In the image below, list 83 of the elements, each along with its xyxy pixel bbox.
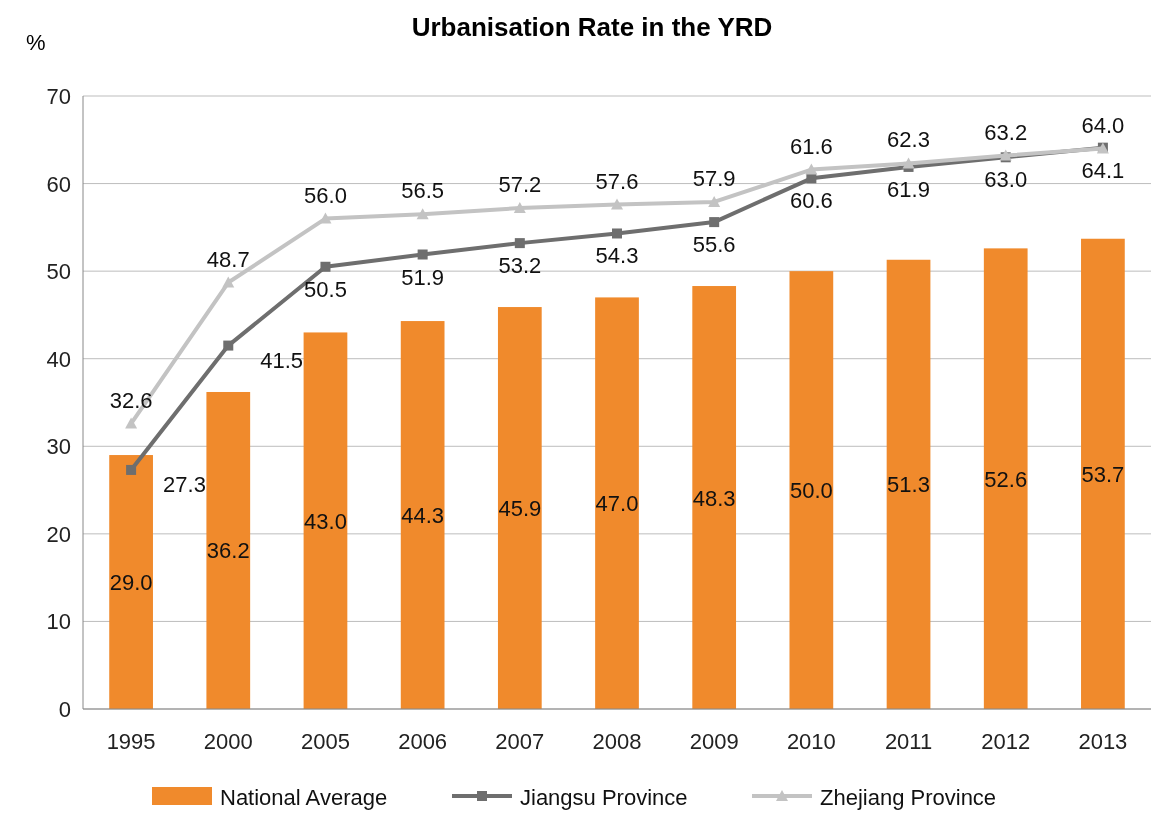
data-label: 60.6	[789, 188, 833, 214]
point	[416, 208, 429, 220]
data-label: 62.3	[887, 127, 930, 153]
point	[125, 417, 138, 429]
bar	[595, 297, 639, 709]
x-tick-label: 1995	[106, 729, 156, 754]
x-tick-label: 2011	[884, 729, 933, 754]
bar	[1081, 238, 1125, 709]
bar	[497, 307, 542, 709]
data-label: 56.5	[401, 178, 445, 204]
point	[126, 464, 137, 475]
data-label: 32.6	[109, 387, 153, 413]
data-label: 57.2	[498, 172, 542, 198]
bar	[303, 332, 348, 709]
point	[514, 238, 525, 249]
data-label: 64.0	[1081, 112, 1125, 138]
data-label: 47.0	[595, 491, 639, 517]
data-label: 41.5	[260, 347, 304, 373]
y-tick-label: 30	[46, 434, 71, 460]
data-label: 63.2	[984, 119, 1028, 145]
point	[222, 276, 235, 288]
bar	[983, 248, 1028, 709]
point	[805, 163, 818, 175]
point	[709, 217, 720, 228]
y-tick-label: 10	[46, 609, 71, 635]
y-tick-label: 40	[46, 346, 71, 372]
bar	[692, 286, 737, 709]
data-label: 61.9	[887, 176, 930, 202]
x-tick-label: 2007	[495, 729, 545, 754]
data-label: 45.9	[498, 496, 542, 522]
data-label: 27.3	[163, 471, 206, 497]
y-tick-label: 70	[46, 84, 71, 109]
point	[612, 228, 622, 239]
data-label: 54.3	[595, 243, 639, 269]
data-label: 57.6	[595, 168, 639, 194]
data-label: 48.3	[692, 485, 736, 511]
x-tick-label: 2005	[300, 729, 350, 754]
data-label: 50.0	[789, 478, 833, 504]
point	[902, 157, 915, 169]
data-label: 63.0	[984, 167, 1028, 193]
data-label: 57.9	[692, 165, 736, 191]
data-label: 52.6	[984, 466, 1028, 492]
data-label: 50.5	[304, 276, 347, 302]
bar	[400, 321, 445, 709]
bar	[206, 391, 251, 709]
point	[513, 202, 526, 214]
data-label: 51.9	[401, 264, 445, 290]
y-tick-label: 50	[46, 259, 71, 285]
data-label: 29.0	[109, 570, 153, 596]
bar	[789, 271, 834, 709]
data-label: 51.3	[887, 472, 930, 498]
data-label: 36.2	[206, 538, 250, 564]
bar	[886, 259, 931, 709]
x-tick-label: 2012	[981, 729, 1031, 754]
legend-label: Zhejiang Province	[820, 785, 997, 810]
bar	[109, 455, 153, 709]
point	[223, 340, 234, 351]
legend-label: National Average	[220, 785, 388, 810]
x-tick-label: 2008	[592, 729, 642, 754]
y-tick-label: 0	[58, 697, 71, 722]
point	[708, 195, 721, 207]
chart-title: Urbanisation Rate in the YRD	[411, 12, 773, 42]
y-axis-title: %	[26, 30, 46, 55]
y-tick-label: 60	[46, 171, 71, 197]
data-label: 56.0	[304, 182, 347, 208]
data-label: 64.1	[1081, 157, 1125, 183]
x-tick-label: 2006	[398, 729, 448, 754]
legend-label: Jiangsu Province	[520, 785, 688, 810]
x-tick-label: 2009	[689, 729, 739, 754]
data-label: 53.2	[498, 253, 542, 279]
x-tick-label: 2010	[786, 729, 836, 754]
point	[417, 249, 428, 260]
data-label: 43.0	[304, 508, 347, 534]
y-tick-label: 20	[46, 521, 71, 547]
data-label: 48.7	[206, 246, 250, 272]
point	[611, 198, 623, 210]
data-label: 61.6	[789, 133, 833, 159]
x-tick-label: 2000	[203, 729, 253, 754]
x-tick-label: 2013	[1078, 729, 1128, 754]
data-label: 44.3	[401, 503, 445, 529]
point	[320, 261, 331, 272]
data-label: 53.7	[1081, 461, 1125, 487]
data-label: 55.6	[692, 232, 736, 258]
